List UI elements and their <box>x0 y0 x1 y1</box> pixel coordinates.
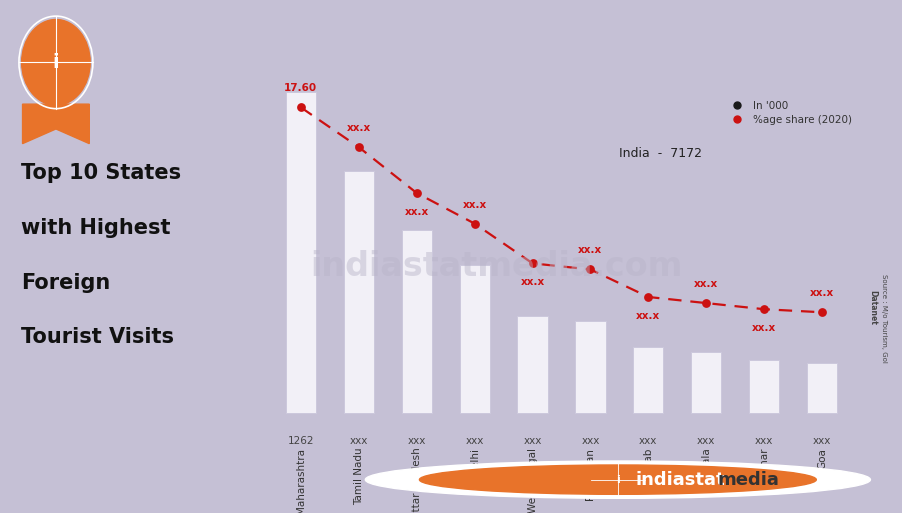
Text: xxx: xxx <box>523 436 542 446</box>
Text: xx.x: xx.x <box>520 278 545 287</box>
Text: with Highest: with Highest <box>22 218 170 238</box>
Bar <box>807 364 837 413</box>
Text: Source : M/o Tourism, GoI: Source : M/o Tourism, GoI <box>881 273 887 363</box>
Text: xx.x: xx.x <box>578 245 603 255</box>
Text: xx.x: xx.x <box>636 311 660 321</box>
Text: i: i <box>52 53 60 72</box>
Point <box>294 103 308 111</box>
Text: Foreign: Foreign <box>22 272 111 292</box>
Text: xx.x: xx.x <box>695 279 718 289</box>
Bar <box>401 230 432 413</box>
Text: i: i <box>616 475 620 485</box>
Text: indiastat: indiastat <box>636 470 725 489</box>
Text: 17.60: 17.60 <box>284 84 318 93</box>
Text: xx.x: xx.x <box>752 323 777 333</box>
Text: xxx: xxx <box>640 436 658 446</box>
Circle shape <box>419 465 816 495</box>
Point <box>815 308 829 317</box>
Text: media: media <box>717 470 779 489</box>
Text: xxx: xxx <box>465 436 483 446</box>
Text: xxx: xxx <box>408 436 426 446</box>
Point <box>467 220 482 228</box>
Text: xx.x: xx.x <box>346 123 371 133</box>
Point <box>757 305 771 313</box>
Point <box>410 189 424 197</box>
Point <box>584 265 598 273</box>
Text: xx.x: xx.x <box>810 288 834 298</box>
Polygon shape <box>23 104 89 144</box>
Text: xx.x: xx.x <box>463 200 487 210</box>
Bar <box>750 360 779 413</box>
Text: Top 10 States: Top 10 States <box>22 164 181 183</box>
Text: xxx: xxx <box>350 436 368 446</box>
Text: Tourist Visits: Tourist Visits <box>22 327 174 347</box>
Bar <box>575 322 605 413</box>
Bar <box>286 92 316 413</box>
Point <box>525 259 539 267</box>
Circle shape <box>365 461 870 498</box>
Legend: In '000, %age share (2020): In '000, %age share (2020) <box>727 101 851 125</box>
Bar <box>691 352 722 413</box>
Text: indiastatmedia.com: indiastatmedia.com <box>310 250 682 283</box>
Point <box>641 293 656 301</box>
Text: India  -  7172: India - 7172 <box>620 147 703 160</box>
Point <box>699 299 713 307</box>
Bar <box>518 317 548 413</box>
Text: xx.x: xx.x <box>405 207 428 217</box>
Circle shape <box>22 19 90 105</box>
Text: xxx: xxx <box>697 436 715 446</box>
Text: xxx: xxx <box>813 436 832 446</box>
Text: 1262: 1262 <box>288 436 314 446</box>
Bar <box>633 347 664 413</box>
Point <box>352 143 366 151</box>
Text: Datanet: Datanet <box>869 290 878 325</box>
Bar <box>344 171 373 413</box>
Text: xxx: xxx <box>581 436 600 446</box>
Text: xxx: xxx <box>755 436 773 446</box>
Bar <box>459 265 490 413</box>
